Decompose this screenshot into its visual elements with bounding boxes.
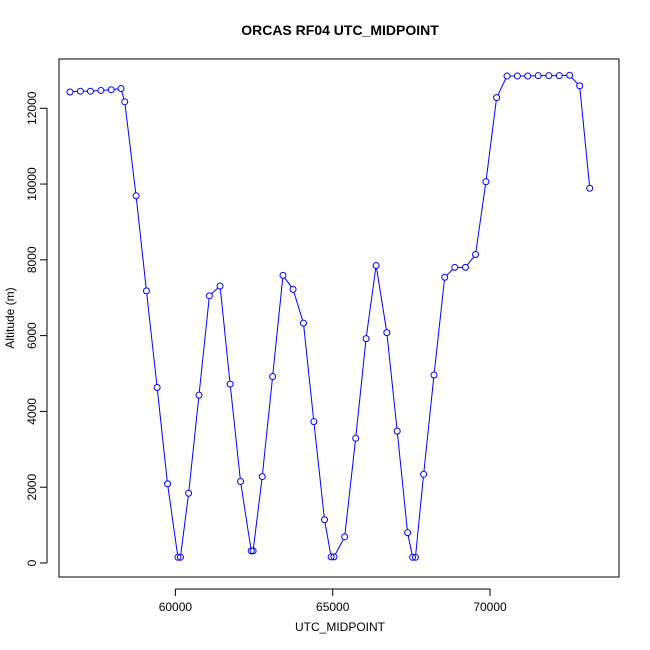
y-tick-label: 2000 <box>25 474 39 501</box>
data-point <box>226 380 234 388</box>
data-point <box>404 529 412 537</box>
data-point <box>534 72 542 80</box>
chart-title: ORCAS RF04 UTC_MIDPOINT <box>241 22 439 38</box>
data-point <box>472 251 480 259</box>
data-point <box>327 553 335 561</box>
data-point <box>249 547 257 555</box>
data-point <box>352 434 360 442</box>
data-point <box>76 87 84 95</box>
data-point <box>461 263 469 271</box>
data-point <box>576 82 584 90</box>
data-point <box>310 418 318 426</box>
data-point <box>330 553 338 561</box>
data-point <box>66 88 74 96</box>
plot-frame <box>58 58 620 578</box>
data-point <box>289 285 297 293</box>
x-tick-label: 70000 <box>473 600 507 614</box>
data-point <box>383 329 391 337</box>
data-point <box>269 373 277 381</box>
data-point <box>279 271 287 279</box>
data-point <box>216 282 224 290</box>
data-point <box>195 391 203 399</box>
data-point <box>372 262 380 270</box>
data-point <box>185 489 193 497</box>
data-point <box>409 553 417 561</box>
y-tick-label: 0 <box>25 559 39 566</box>
data-point <box>513 72 521 80</box>
data-point <box>174 553 182 561</box>
data-point <box>341 533 349 541</box>
data-point <box>205 292 213 300</box>
data-point <box>299 319 307 327</box>
data-point <box>545 72 553 80</box>
y-tick-label: 10000 <box>25 167 39 201</box>
data-point <box>107 86 115 94</box>
y-tick-label: 4000 <box>25 398 39 425</box>
altitude-series-points <box>66 71 594 561</box>
data-point <box>247 547 255 555</box>
data-point <box>117 85 125 93</box>
data-point <box>362 335 370 343</box>
data-point <box>97 86 105 94</box>
x-tick-label: 60000 <box>159 600 193 614</box>
data-point <box>164 480 172 488</box>
data-point <box>321 516 329 524</box>
data-point <box>121 98 129 106</box>
data-point <box>176 553 184 561</box>
data-point <box>524 72 532 80</box>
data-point <box>420 470 428 478</box>
y-tick-label: 8000 <box>25 246 39 273</box>
data-point <box>482 178 490 186</box>
x-axis-label: UTC_MIDPOINT <box>295 620 386 634</box>
data-point <box>153 384 161 392</box>
altitude-series-line <box>72 74 590 555</box>
data-point <box>451 263 459 271</box>
x-axis: 60000 65000 70000 <box>159 588 507 614</box>
y-axis-label: Altitude (m) <box>3 287 17 348</box>
data-point <box>142 287 150 295</box>
data-point <box>132 192 140 200</box>
data-point <box>86 87 94 95</box>
x-tick-label: 65000 <box>316 600 350 614</box>
data-point <box>493 94 501 102</box>
data-point <box>441 273 449 281</box>
data-point <box>566 71 574 79</box>
data-point <box>430 371 438 379</box>
data-point <box>411 553 419 561</box>
data-point <box>258 473 266 481</box>
data-point <box>503 72 511 80</box>
data-point <box>586 184 594 192</box>
y-tick-label: 12000 <box>25 91 39 125</box>
data-point <box>237 478 245 486</box>
y-tick-label: 6000 <box>25 322 39 349</box>
y-axis: 0 2000 4000 6000 8000 10000 12000 <box>25 91 48 566</box>
data-point <box>393 427 401 435</box>
data-point <box>555 72 563 80</box>
